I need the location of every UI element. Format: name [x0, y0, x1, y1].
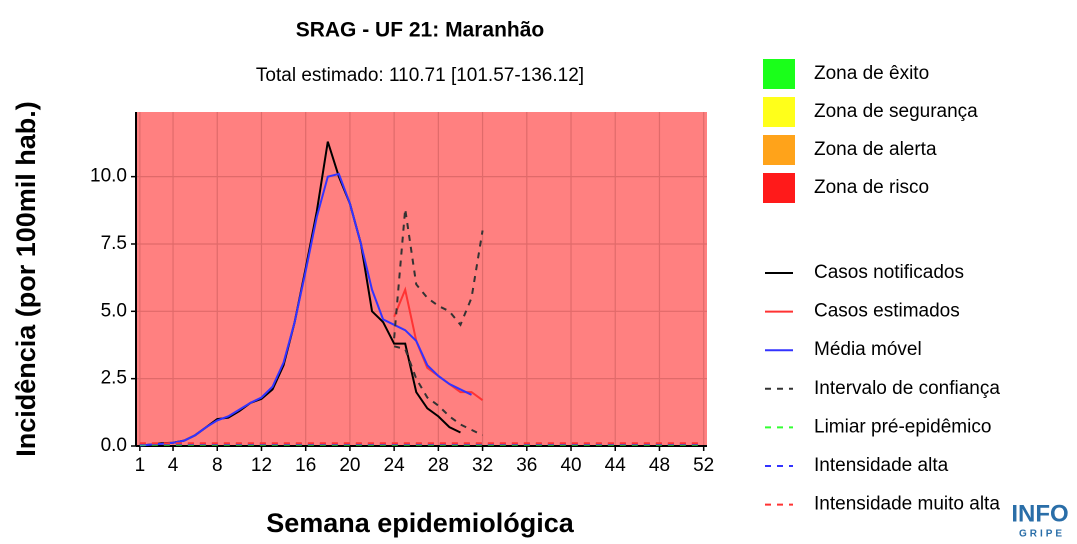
x-tick-label: 1	[135, 455, 146, 476]
y-tick-label: 0.0	[101, 435, 127, 456]
series-line	[139, 172, 472, 447]
plot-background	[136, 112, 707, 446]
x-tick-label: 32	[472, 455, 493, 476]
x-tick-label: 48	[649, 455, 670, 476]
zone-swatch	[763, 173, 795, 203]
y-tick-label: 10.0	[90, 166, 127, 187]
x-tick-label: 8	[212, 455, 223, 476]
legend-label: Casos notificados	[814, 262, 964, 283]
chart-subtitle: Total estimado: 110.71 [101.57-136.12]	[256, 65, 584, 86]
y-tick-label: 2.5	[101, 368, 127, 389]
zone-swatch	[763, 135, 795, 165]
zone-swatch	[763, 59, 795, 89]
x-tick-label: 36	[516, 455, 537, 476]
x-axis-label: Semana epidemiológica	[266, 508, 575, 538]
x-tick-label: 44	[605, 455, 627, 476]
x-tick-label: 4	[168, 455, 179, 476]
x-tick-label: 16	[295, 455, 316, 476]
logo-top: INFO	[1011, 500, 1068, 527]
chart-title: SRAG - UF 21: Maranhão	[296, 19, 545, 42]
x-tick-label: 28	[428, 455, 449, 476]
legend-label: Média móvel	[814, 339, 922, 360]
legend-label: Zona de segurança	[814, 101, 978, 122]
y-tick-label: 7.5	[101, 233, 127, 254]
legend-label: Limiar pré-epidêmico	[814, 416, 991, 437]
legend-label: Zona de risco	[814, 177, 929, 198]
legend-label: Intervalo de confiança	[814, 378, 1000, 399]
legend-label: Casos estimados	[814, 301, 960, 322]
x-tick-label: 24	[384, 455, 406, 476]
legend-label: Zona de êxito	[814, 63, 929, 84]
y-tick-label: 5.0	[101, 300, 127, 321]
x-tick-label: 12	[251, 455, 272, 476]
y-axis-label: Incidência (por 100mil hab.)	[11, 101, 41, 457]
x-tick-label: 20	[339, 455, 360, 476]
legend-label: Intensidade alta	[814, 455, 949, 476]
x-tick-label: 40	[560, 455, 581, 476]
zone-swatch	[763, 97, 795, 127]
logo-bottom: GRIPE	[1019, 529, 1065, 540]
legend-label: Intensidade muito alta	[814, 494, 1000, 515]
x-tick-label: 52	[693, 455, 714, 476]
legend-label: Zona de alerta	[814, 139, 937, 160]
